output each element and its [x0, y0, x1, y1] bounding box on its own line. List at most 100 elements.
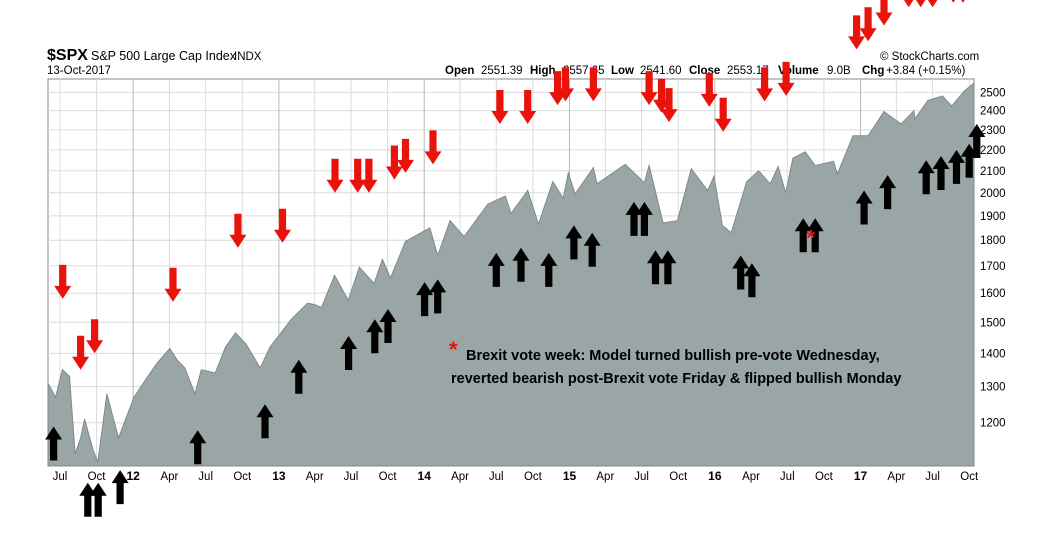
sell-signal-arrow [557, 67, 574, 102]
buy-signal-arrow [879, 175, 897, 210]
buy-signal-arrow [429, 279, 447, 314]
buy-signal-arrow [487, 252, 505, 287]
y-axis-ticks: 1200 1300 1400 1500 1600 1700 1800 1900 2000 2100… [980, 87, 1006, 429]
buy-signal-arrow [111, 470, 129, 505]
sell-signal-arrow [491, 90, 509, 124]
chart-date: 13-Oct-2017 [47, 65, 111, 77]
y-tick-label: 1400 [980, 348, 1006, 360]
sell-signal-arrow [519, 90, 537, 124]
x-tick-label: 16 [708, 469, 722, 483]
x-tick-label: Jul [489, 471, 504, 483]
x-tick-label: Jul [634, 471, 649, 483]
quote-strip: Open 2551.39 High 2557.65 Low 2541.60 Cl… [445, 65, 965, 77]
sell-signal-arrow [549, 71, 567, 106]
x-tick-label: Jul [925, 471, 940, 483]
buy-signal-arrow [79, 482, 97, 517]
close-label: Close [689, 65, 720, 77]
x-tick-label: Apr [742, 471, 760, 483]
sell-signal-arrow [903, 0, 914, 8]
x-tick-label: Jul [53, 471, 68, 483]
sell-signal-arrow [777, 61, 795, 96]
sell-signal-arrow [164, 267, 182, 302]
x-tick-label: Jul [780, 471, 795, 483]
x-tick-label: Jul [344, 471, 359, 483]
x-tick-label: 12 [127, 469, 141, 483]
price-area [47, 81, 975, 467]
y-tick-label: 1200 [980, 418, 1006, 430]
sell-signal-arrow [86, 319, 104, 354]
sell-signal-arrow [961, 0, 965, 3]
y-tick-label: 2200 [980, 145, 1006, 157]
x-tick-label: 17 [854, 469, 868, 483]
y-tick-label: 2000 [980, 188, 1006, 200]
symbol-label: $SPX [47, 47, 88, 64]
buy-signal-arrow [806, 218, 824, 253]
index-name: S&P 500 Large Cap Index [91, 49, 237, 63]
buy-signal-arrow [932, 156, 950, 190]
sell-signal-arrow [424, 130, 442, 165]
sell-signal-arrow [584, 67, 602, 102]
sell-signal-arrow [229, 213, 247, 248]
buy-signal-arrow [512, 247, 530, 282]
buy-signal-arrow [379, 309, 397, 343]
buy-signal-arrow [647, 250, 664, 285]
x-tick-label: Jul [198, 471, 213, 483]
buy-signal-arrow [917, 160, 935, 195]
x-tick-label: 14 [418, 469, 432, 483]
sell-signal-arrow [397, 138, 414, 173]
sell-signal-arrow [700, 72, 718, 107]
y-tick-label: 1500 [980, 317, 1006, 329]
buy-signal-arrow [743, 263, 761, 298]
x-tick-label: Oct [669, 471, 688, 483]
sell-signal-arrow [640, 71, 658, 106]
sell-signal-arrow [714, 97, 732, 132]
close-value: 2553.17 [727, 65, 769, 77]
sell-signal-arrow [951, 0, 956, 3]
sell-signal-arrow [326, 158, 344, 193]
chg-label: Chg [862, 65, 884, 77]
x-tick-label: Apr [451, 471, 469, 483]
sell-signal-arrow [927, 0, 938, 8]
sell-signal-arrow [756, 67, 774, 102]
y-tick-label: 1700 [980, 261, 1006, 273]
buy-signal-arrow [968, 124, 986, 158]
y-tick-label: 2300 [980, 125, 1006, 137]
x-tick-label: Oct [815, 471, 834, 483]
brexit-marker: * [806, 226, 815, 251]
buy-signal-arrow [45, 426, 63, 461]
low-label: Low [611, 65, 634, 77]
annotation-line-2: reverted bearish post-Brexit vote Friday… [451, 371, 901, 387]
buy-signal-arrow [416, 282, 434, 317]
x-tick-label: 13 [272, 469, 286, 483]
y-tick-label: 1300 [980, 382, 1006, 394]
buy-signal-arrow [625, 201, 643, 236]
sell-signal-arrow [848, 15, 866, 50]
buy-signal-arrow [256, 404, 274, 439]
x-tick-label: Oct [88, 471, 107, 483]
buy-signal-arrow [89, 482, 107, 517]
buy-signal-arrow [565, 225, 583, 260]
annotation-line-1: Brexit vote week: Model turned bullish p… [466, 348, 880, 364]
sell-signal-arrow [349, 158, 367, 193]
buy-signal-arrow [855, 190, 873, 225]
buy-signal-arrow [290, 359, 308, 394]
y-tick-label: 1600 [980, 288, 1006, 300]
x-tick-label: Oct [379, 471, 398, 483]
y-tick-label: 2400 [980, 106, 1006, 118]
annotation-marker: * [449, 337, 458, 362]
sell-signal-arrow [360, 158, 378, 193]
buy-signal-arrow [189, 430, 207, 465]
exchange-label: INDX [234, 51, 262, 63]
buy-signal-arrow [366, 319, 384, 354]
open-value: 2551.39 [481, 65, 523, 77]
buy-signal-arrow [659, 250, 677, 285]
sell-signal-arrow [660, 88, 678, 123]
sell-signal-arrow [385, 145, 403, 180]
y-tick-label: 2100 [980, 166, 1006, 178]
buy-signal-arrow [732, 255, 750, 290]
buy-signal-arrow [635, 201, 653, 236]
watermark: © StockCharts.com [880, 51, 979, 63]
x-tick-label: 15 [563, 469, 577, 483]
x-tick-label: Apr [596, 471, 614, 483]
